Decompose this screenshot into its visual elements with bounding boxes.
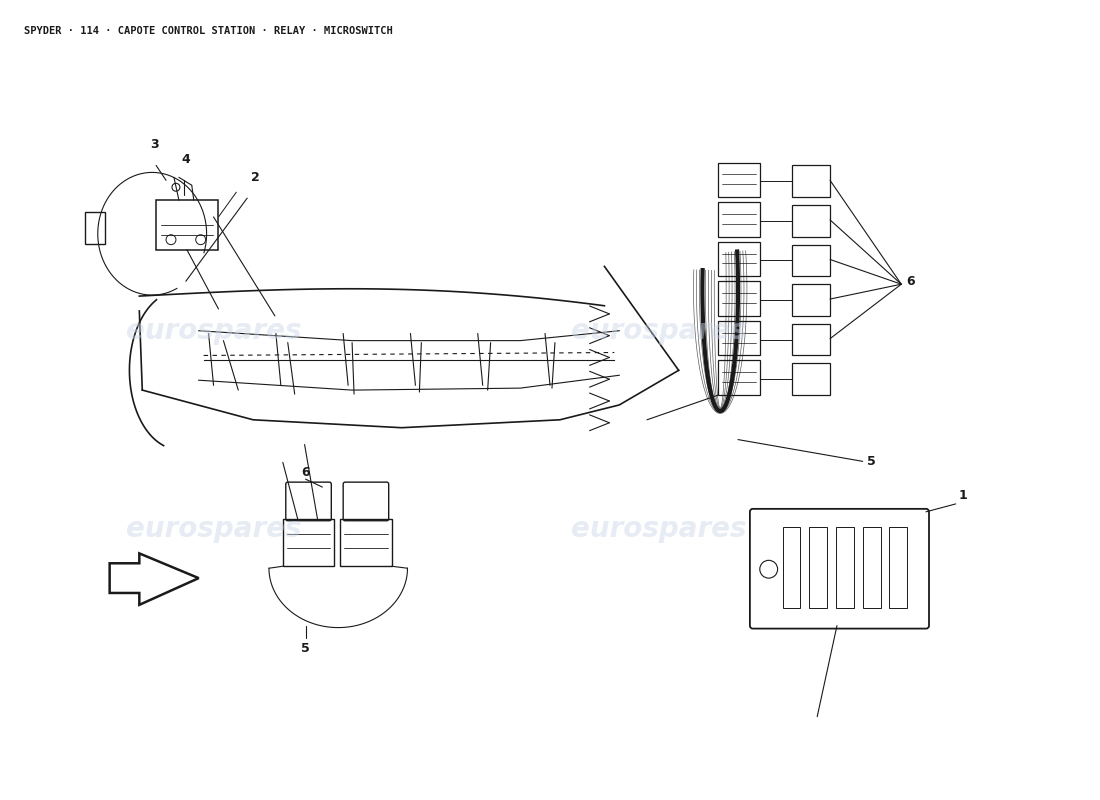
Text: 3: 3 (150, 138, 158, 150)
Text: 5: 5 (867, 455, 876, 468)
Text: SPYDER · 114 · CAPOTE CONTROL STATION · RELAY · MICROSWITCH: SPYDER · 114 · CAPOTE CONTROL STATION · … (23, 26, 393, 36)
Text: 5: 5 (301, 642, 310, 655)
Text: 6: 6 (301, 466, 310, 479)
Text: eurospares: eurospares (571, 514, 747, 542)
Text: eurospares: eurospares (125, 514, 301, 542)
Text: 1: 1 (959, 489, 967, 502)
Text: eurospares: eurospares (125, 317, 301, 345)
Text: eurospares: eurospares (571, 317, 747, 345)
Text: 2: 2 (251, 171, 260, 184)
Text: 4: 4 (182, 154, 190, 166)
Text: 6: 6 (906, 274, 915, 288)
